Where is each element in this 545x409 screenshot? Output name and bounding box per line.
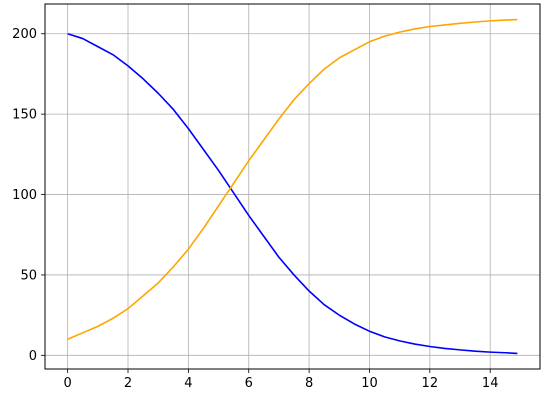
x-tick-label: 8 <box>305 376 313 391</box>
y-tick-label: 200 <box>12 27 37 42</box>
x-tick-label: 14 <box>482 376 499 391</box>
y-tick-label: 50 <box>20 268 37 283</box>
plot-frame <box>44 3 541 370</box>
series-line-1 <box>67 32 518 355</box>
x-tick-label: 4 <box>184 376 192 391</box>
series-layer <box>67 18 518 355</box>
x-tick-label: 12 <box>422 376 439 391</box>
y-tick-label: 0 <box>29 349 37 364</box>
x-tick-label: 10 <box>361 376 378 391</box>
series-line-2 <box>67 18 518 340</box>
y-tick-label: 150 <box>12 108 37 123</box>
x-tick-label: 6 <box>245 376 253 391</box>
x-tick-label: 2 <box>124 376 132 391</box>
y-axis: 0 50 100 150 200 <box>12 27 45 364</box>
x-tick-label: 0 <box>63 376 71 391</box>
x-axis: 0 2 4 6 8 10 12 14 <box>63 369 498 391</box>
y-tick-label: 100 <box>12 188 37 203</box>
grid-layer <box>45 4 540 369</box>
